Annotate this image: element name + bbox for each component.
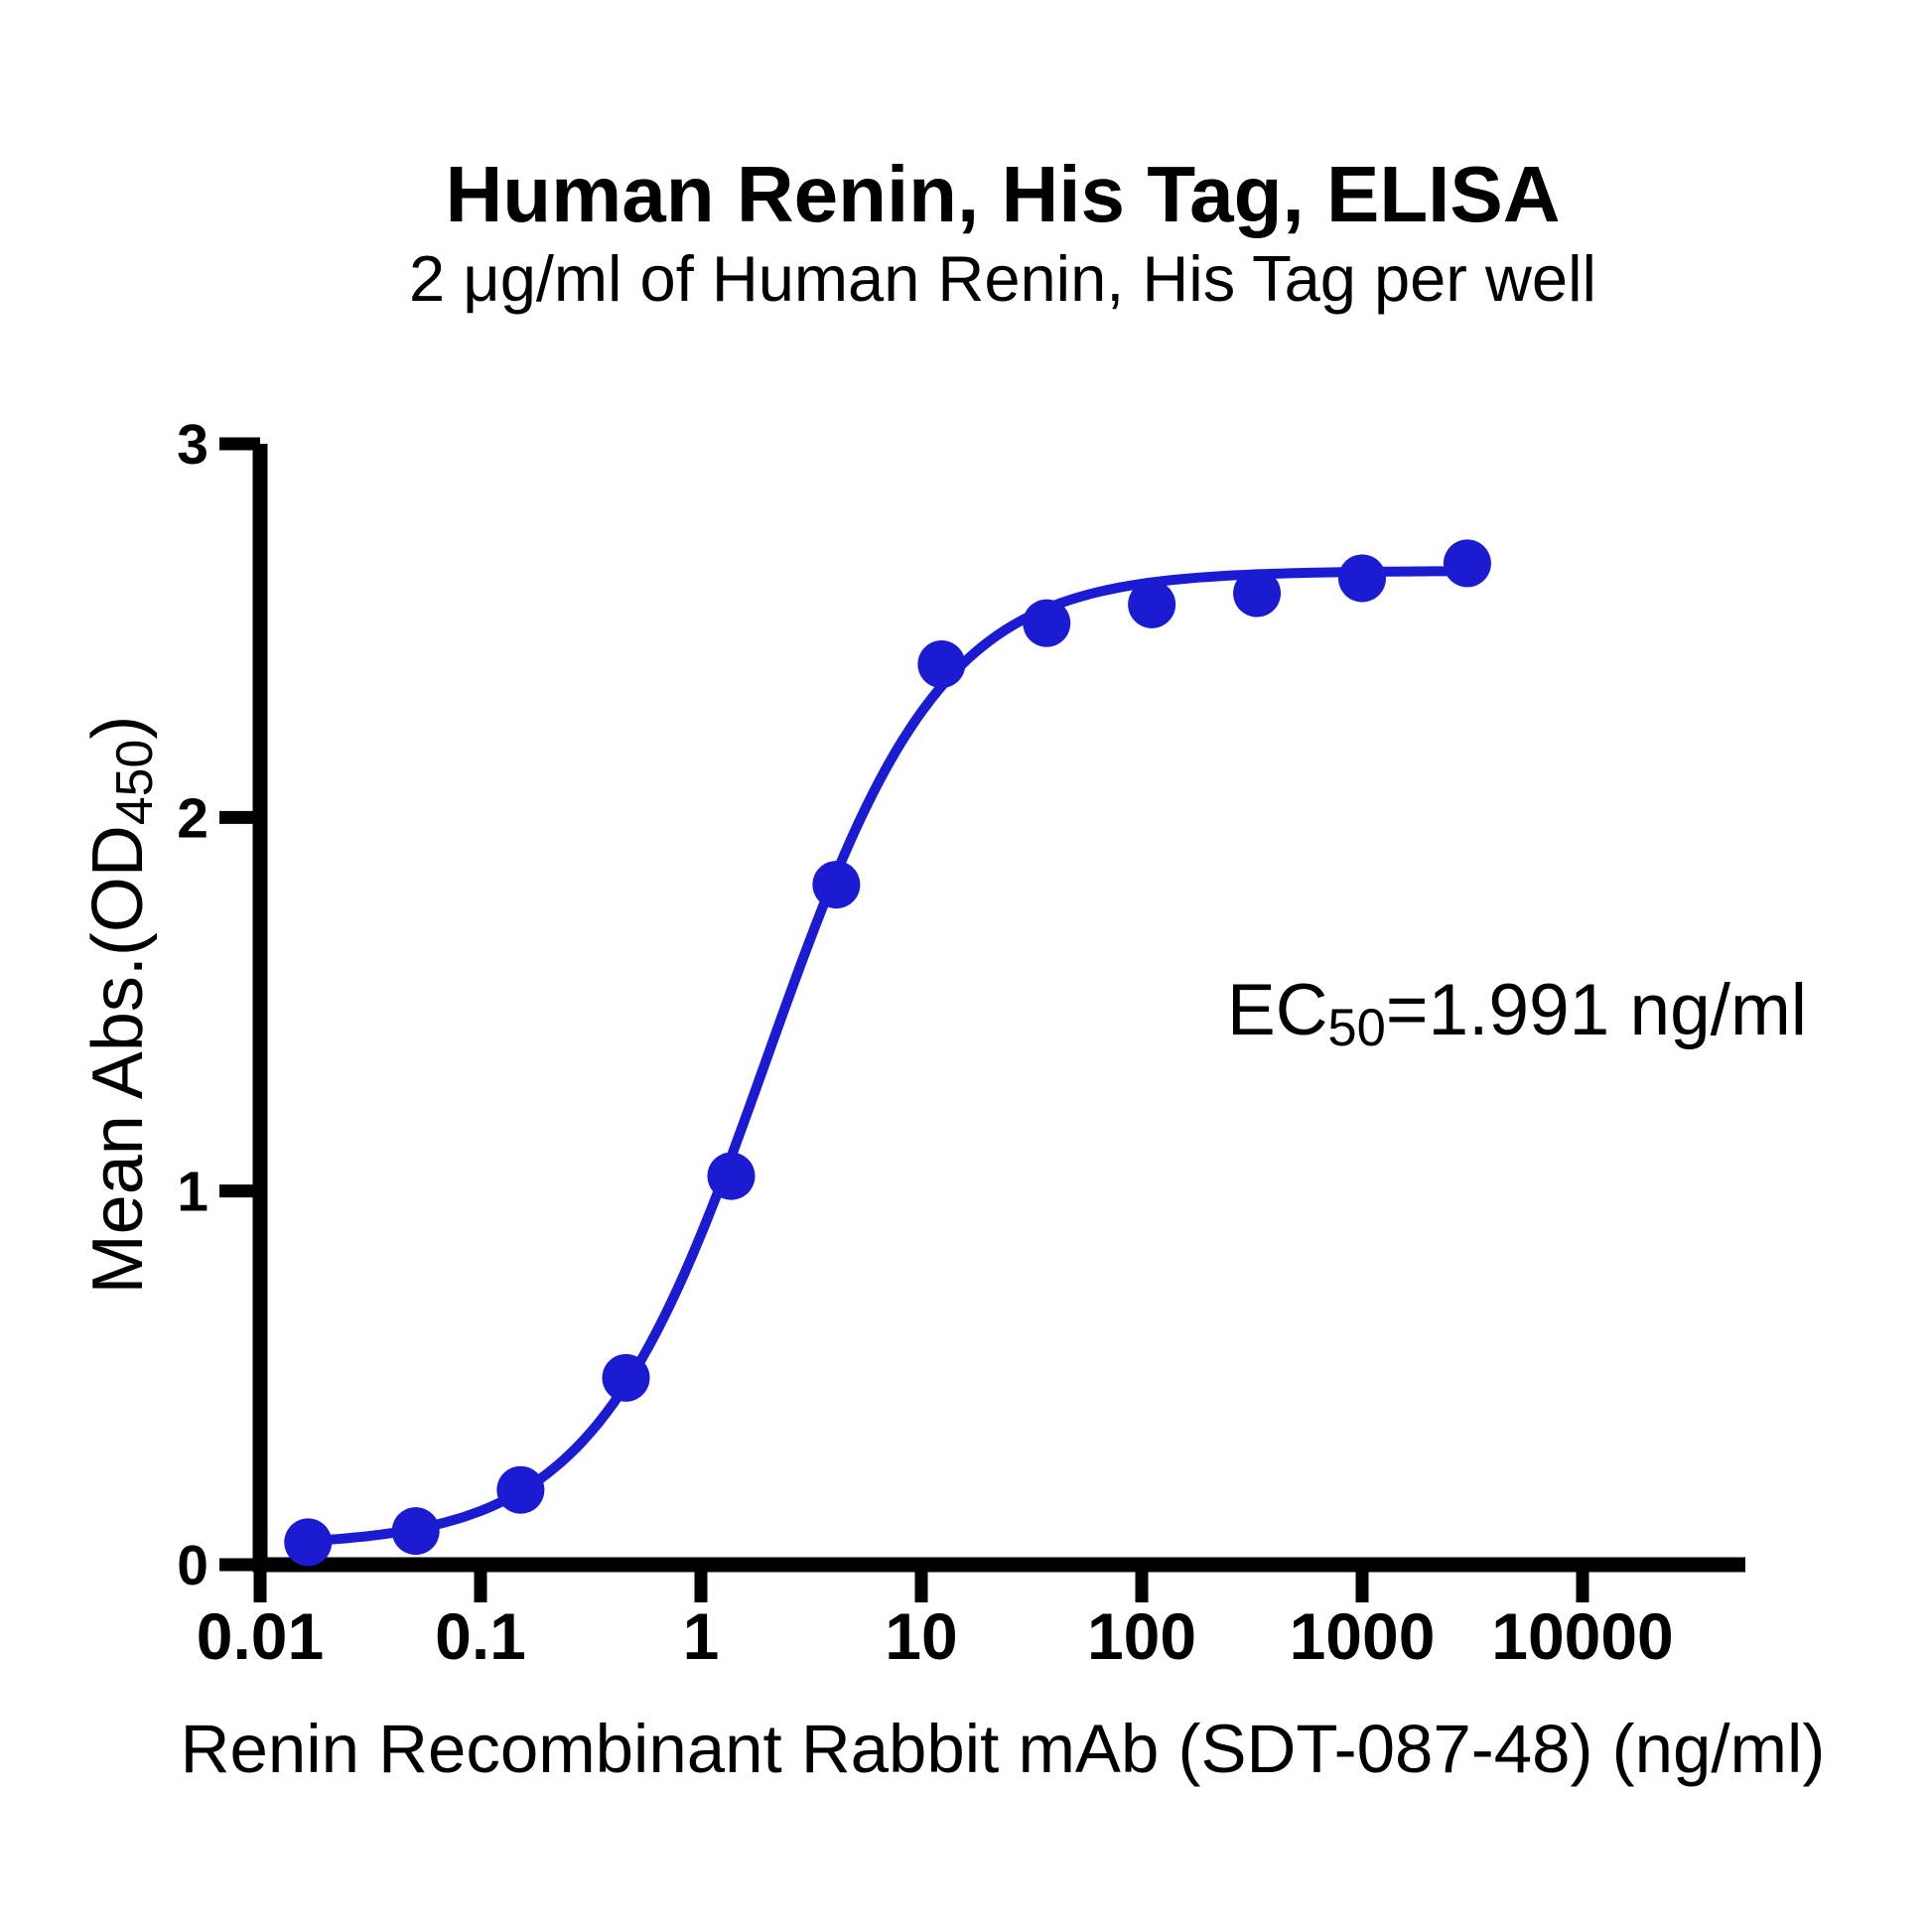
data-point: [602, 1353, 650, 1402]
y-tick-label: 2: [177, 786, 208, 850]
data-point: [1338, 554, 1386, 603]
data-point: [1128, 580, 1176, 628]
x-axis-title: Renin Recombinant Rabbit mAb (SDT-087-48…: [180, 1711, 1826, 1787]
data-point: [496, 1465, 545, 1514]
data-point: [1233, 569, 1282, 618]
x-tick-label: 100: [1087, 1599, 1196, 1673]
data-point: [1443, 539, 1491, 588]
data-point: [391, 1507, 440, 1556]
chart-subtitle: 2 μg/ml of Human Renin, His Tag per well: [409, 242, 1596, 315]
y-tick-label: 1: [177, 1161, 208, 1224]
y-tick-label: 3: [177, 413, 208, 477]
data-point: [812, 861, 861, 909]
x-tick-label: 1: [683, 1599, 720, 1673]
ec50-annotation-subscript: 50: [1327, 998, 1386, 1057]
y-tick-label: 0: [177, 1534, 208, 1597]
ec50-annotation-value: =1.991 ng/ml: [1385, 970, 1807, 1050]
data-point: [1023, 599, 1071, 647]
fit-curve: [303, 566, 1472, 1547]
chart-title: Human Renin, His Tag, ELISA: [445, 150, 1561, 238]
ec50-annotation: EC50=1.991 ng/ml: [1227, 969, 1807, 1057]
data-point: [284, 1518, 333, 1567]
data-point: [917, 640, 966, 689]
x-tick-label: 1000: [1290, 1599, 1436, 1673]
ec50-annotation-text: EC: [1227, 970, 1328, 1050]
data-point: [707, 1152, 756, 1200]
x-tick-label: 0.1: [435, 1599, 526, 1673]
x-tick-label: 10: [885, 1599, 957, 1673]
x-tick-label: 10000: [1491, 1599, 1674, 1673]
x-tick-label: 0.01: [197, 1599, 324, 1673]
